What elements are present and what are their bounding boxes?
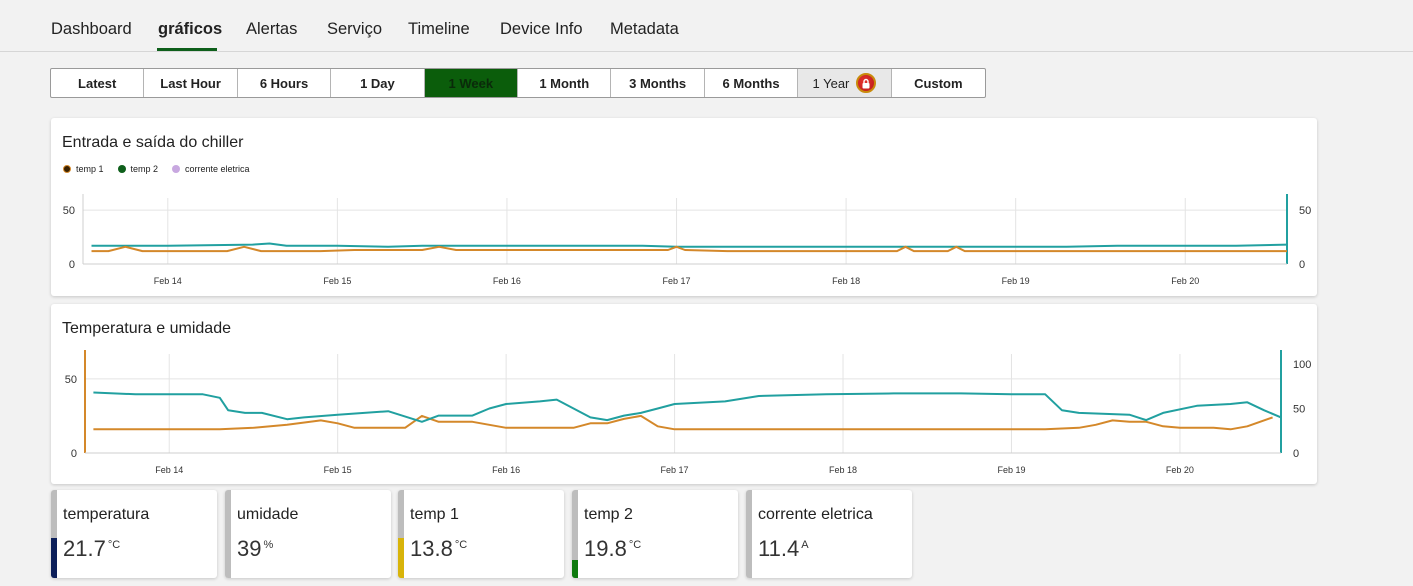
level-bar [51,490,57,578]
legend-dot [63,165,71,173]
x-tick-label: Feb 17 [663,276,691,286]
range-latest-button[interactable]: Latest [51,69,145,97]
range-6-months-button[interactable]: 6 Months [705,69,799,97]
legend-dot [117,165,126,173]
range-1-year-button[interactable]: 1 Year [798,69,892,97]
y-left-tick-label: 50 [65,374,77,386]
card-temperatura: temperatura 21.7 °C [51,490,217,578]
y-right-tick-label: 50 [1299,205,1311,217]
level-bar-fill [572,560,578,578]
range-1-year-label: 1 Year [812,75,850,91]
x-tick-label: Feb 14 [155,465,183,475]
x-tick-label: Feb 18 [832,276,860,286]
range-last-hour-button[interactable]: Last Hour [144,69,238,97]
legend-label: temp 2 [130,164,159,174]
chart-panel-temp-humidity: Temperatura e umidade Feb 14 Feb 15 Feb 16… [51,304,1317,484]
range-1-day-button[interactable]: 1 Day [331,69,425,97]
y-right-tick-label: 50 [1293,404,1305,416]
tab-alertas[interactable]: Alertas [246,20,298,38]
tab-device-info[interactable]: Device Info [500,20,583,38]
card-value: 11.4 A [758,536,809,561]
card-label: umidade [237,506,299,523]
x-tick-label: Feb 20 [1171,276,1199,286]
lock-icon [856,73,877,93]
card-umidade: umidade 39% [225,490,391,578]
card-value: 19.8 °C [584,536,642,561]
series-line-temp-1 [91,245,1287,253]
x-tick-label: Feb 14 [154,276,182,286]
tab-timeline[interactable]: Timeline [408,20,470,38]
legend-item-corrente-eletrica[interactable]: corrente eletrica [172,164,250,174]
card-value: 39% [237,536,274,561]
series-line-temp-2 [91,242,1288,248]
level-bar [572,490,578,578]
x-tick-label: Feb 16 [493,276,521,286]
card-value: 13.8 °C [410,536,468,561]
legend-label: temp 1 [76,164,104,174]
range-3-months-button[interactable]: 3 Months [611,69,705,97]
legend-item-temp-1[interactable]: temp 1 [63,164,104,174]
level-bar-fill [51,538,57,578]
tab-servico[interactable]: Serviço [327,20,383,38]
x-tick-label: Feb 20 [1166,465,1194,475]
y-left-tick-label: 0 [69,259,75,271]
tab-graficos[interactable]: gráficos [158,20,223,38]
top-nav: Dashboard gráficos Alertas Serviço Timel… [0,0,1413,52]
tab-metadata[interactable]: Metadata [610,20,679,38]
range-custom-button[interactable]: Custom [914,75,963,91]
chart-panel-chiller: Entrada e saída do chiller temp 1 temp 2… [51,118,1317,296]
time-range-selector: Latest Last Hour 6 Hours 1 Day 1 Week 1 … [50,68,986,98]
x-tick-label: Feb 17 [661,465,689,475]
y-left-tick-label: 50 [63,205,75,217]
card-temp-2: temp 2 19.8 °C [572,490,738,578]
card-corrente-eletrica: corrente eletrica 11.4 A [746,490,912,578]
active-tab-indicator [157,48,217,51]
card-value: 21.7 °C [63,536,121,561]
range-6-hours-button[interactable]: 6 Hours [238,69,332,97]
level-bar [225,490,231,578]
x-tick-label: Feb 15 [323,276,351,286]
card-label: temperatura [63,506,150,523]
level-bar [746,490,752,578]
y-right-tick-label: 100 [1293,359,1311,371]
legend-label: corrente eletrica [185,164,250,174]
chart-legend: temp 1 temp 2 corrente eletrica [63,164,264,174]
x-tick-label: Feb 19 [1002,276,1030,286]
card-label: temp 1 [410,506,459,523]
legend-dot [172,165,181,173]
level-bar [398,490,404,578]
level-bar-fill [398,538,404,578]
card-temp-1: temp 1 13.8 °C [398,490,564,578]
x-tick-label: Feb 18 [829,465,857,475]
chart-title: Entrada e saída do chiller [62,134,244,151]
series-line-temperatura [93,414,1273,431]
y-right-tick-label: 0 [1293,448,1299,460]
x-tick-label: Feb 16 [492,465,520,475]
y-left-tick-label: 0 [71,448,77,460]
range-1-month-button[interactable]: 1 Month [518,69,612,97]
tab-dashboard[interactable]: Dashboard [51,20,132,38]
legend-item-temp-2[interactable]: temp 2 [117,164,159,174]
x-tick-label: Feb 15 [324,465,352,475]
chart-title: Temperatura e umidade [62,320,231,337]
series-line-umidade [93,391,1282,423]
temp-humidity-line-chart: Feb 14 Feb 15 Feb 16 Feb 17 Feb 18 Feb 19 Feb … [65,350,1311,475]
y-right-tick-label: 0 [1299,259,1305,271]
x-tick-label: Feb 19 [997,465,1025,475]
card-label: corrente eletrica [758,506,873,523]
chiller-line-chart: Feb 14 Feb 15 Feb 16 Feb 17 Feb 18 Feb 19 Feb … [63,194,1311,286]
card-label: temp 2 [584,506,633,523]
range-1-week-button[interactable]: 1 Week [424,69,519,97]
